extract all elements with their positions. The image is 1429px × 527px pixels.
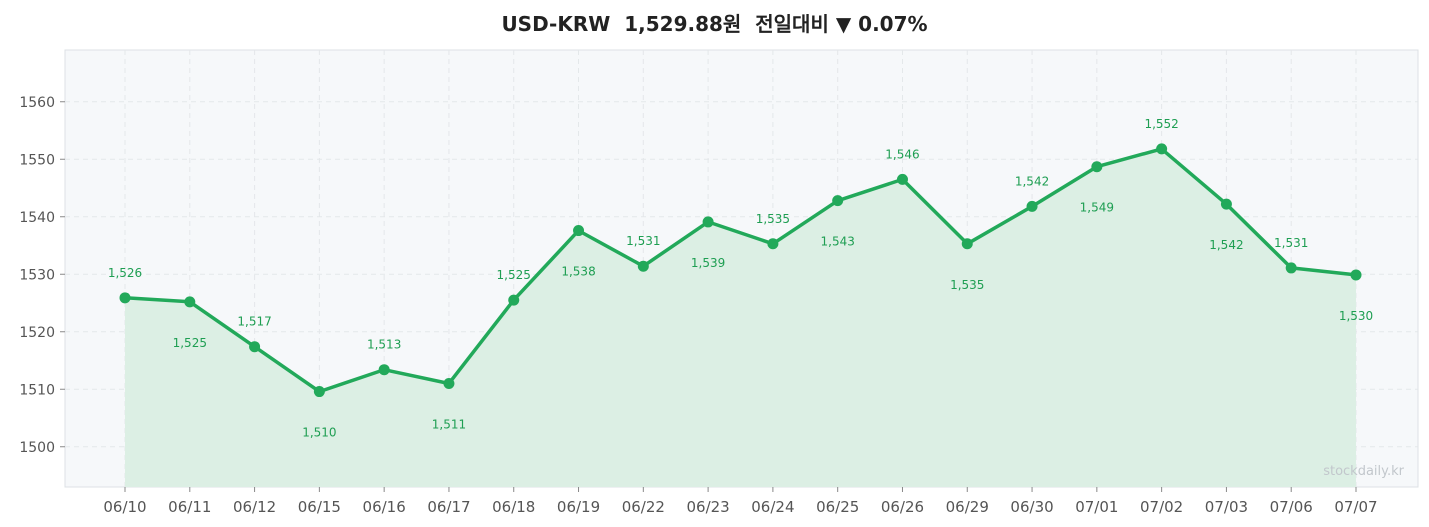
x-tick-label: 06/12	[233, 498, 276, 516]
data-label: 1,526	[108, 266, 142, 280]
data-point	[119, 292, 131, 304]
data-label: 1,535	[756, 212, 790, 226]
data-label: 1,531	[1274, 236, 1308, 250]
watermark: stockdaily.kr	[1323, 464, 1404, 479]
data-label: 1,539	[691, 256, 725, 270]
data-label: 1,531	[626, 234, 660, 248]
data-label: 1,543	[821, 235, 855, 249]
data-label: 1,513	[367, 338, 401, 352]
data-label: 1,525	[497, 268, 531, 282]
y-tick-label: 1500	[19, 440, 55, 456]
x-tick-label: 07/07	[1334, 498, 1377, 516]
x-tick-label: 06/15	[298, 498, 341, 516]
x-tick-label: 07/02	[1140, 498, 1183, 516]
data-point	[702, 216, 714, 228]
x-tick-label: 06/19	[557, 498, 600, 516]
x-tick-label: 06/25	[816, 498, 859, 516]
x-tick-label: 06/24	[751, 498, 794, 516]
x-tick-label: 07/03	[1205, 498, 1248, 516]
data-label: 1,546	[885, 147, 919, 161]
y-tick-label: 1560	[19, 95, 55, 111]
data-label: 1,538	[561, 265, 595, 279]
y-tick-label: 1510	[19, 382, 55, 398]
data-point	[1156, 143, 1168, 155]
data-point	[378, 364, 390, 376]
data-point	[832, 195, 844, 207]
data-point	[573, 225, 585, 237]
series-line	[123, 147, 1358, 394]
x-tick-label: 06/22	[622, 498, 665, 516]
x-tick-label: 06/10	[103, 498, 146, 516]
data-label: 1,525	[173, 336, 207, 350]
data-label: 1,542	[1015, 174, 1049, 188]
x-tick-label: 07/01	[1075, 498, 1118, 516]
data-point	[313, 386, 325, 398]
data-label: 1,535	[950, 278, 984, 292]
data-label: 1,530	[1339, 309, 1373, 323]
data-point	[1350, 269, 1362, 281]
x-tick-label: 06/23	[686, 498, 729, 516]
y-tick-label: 1520	[19, 325, 55, 341]
x-tick-label: 07/06	[1270, 498, 1313, 516]
x-tick-label: 06/17	[427, 498, 470, 516]
y-tick-label: 1530	[19, 267, 55, 283]
data-label: 1,517	[237, 315, 271, 329]
data-point	[443, 378, 455, 389]
x-tick-label: 06/29	[946, 498, 989, 516]
data-point	[249, 341, 261, 353]
data-label: 1,549	[1080, 201, 1114, 215]
y-tick-label: 1540	[19, 210, 55, 226]
x-tick-label: 06/30	[1010, 498, 1053, 516]
x-tick-label: 06/16	[363, 498, 406, 516]
data-point	[1026, 200, 1038, 212]
data-point	[184, 296, 196, 308]
y-tick-label: 1550	[19, 152, 55, 168]
data-label: 1,510	[302, 426, 336, 440]
data-point	[896, 173, 908, 185]
chart-title: USD-KRW 1,529.88원 전일대비 ▼ 0.07%	[501, 12, 928, 36]
data-label: 1,511	[432, 418, 466, 432]
data-point	[961, 238, 973, 250]
area-fill	[125, 148, 1356, 487]
data-label: 1,552	[1144, 117, 1178, 131]
data-point	[767, 238, 779, 250]
data-point	[1091, 161, 1103, 173]
x-tick-label: 06/11	[168, 498, 211, 516]
data-point	[1220, 198, 1232, 210]
x-tick-label: 06/26	[881, 498, 924, 516]
x-tick-label: 06/18	[492, 498, 535, 516]
data-label: 1,542	[1209, 238, 1243, 252]
data-point	[1285, 262, 1297, 274]
data-point	[508, 294, 520, 306]
data-point	[637, 260, 649, 272]
